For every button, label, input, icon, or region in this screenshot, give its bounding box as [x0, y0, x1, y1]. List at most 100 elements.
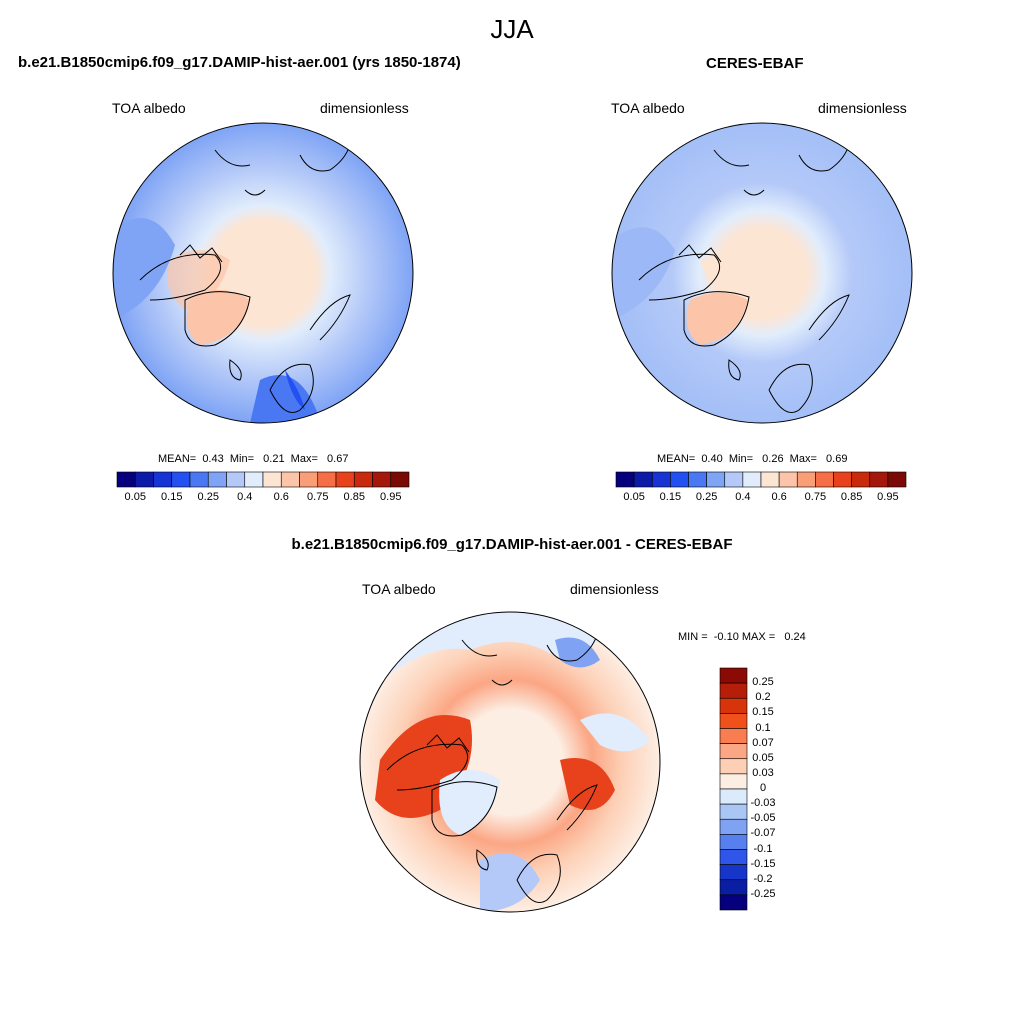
colorbar-2-label: 0.4 — [735, 491, 751, 503]
colorbar-diff-label: 0.25 — [752, 676, 774, 689]
panel-3-units: dimensionless — [570, 581, 659, 597]
colorbar-1-label: 0.15 — [161, 491, 183, 503]
map-1-coastlines — [139, 144, 351, 413]
colorbar-diff-label: 0 — [759, 782, 767, 794]
colorbar-1-swatch — [335, 471, 355, 488]
panel-1-units: dimensionless — [320, 100, 409, 116]
colorbar-diff-swatch — [719, 713, 748, 729]
colorbar-2-swatch — [615, 471, 635, 488]
colorbar-diff-swatch — [719, 803, 748, 820]
colorbar-2-swatch — [869, 471, 889, 488]
colorbar-diff-swatch — [719, 697, 748, 714]
colorbar-2-label: 0.75 — [804, 491, 827, 503]
map-1-field — [113, 123, 413, 423]
colorbar-1-swatch — [171, 471, 191, 488]
colorbar-2-swatch — [688, 471, 707, 488]
colorbar-diff-swatch — [719, 788, 748, 805]
colorbar-1-swatch — [262, 471, 282, 488]
panel-3-case-title: b.e21.B1850cmip6.f09_g17.DAMIP-hist-aer.… — [291, 536, 733, 553]
colorbar-2-swatch — [833, 471, 852, 488]
colorbar-1-label: 0.05 — [124, 491, 146, 503]
colorbar-diff-label: 0.07 — [752, 736, 774, 749]
colorbar-2-label: 0.6 — [771, 491, 787, 503]
colorbar-1-swatch — [317, 471, 337, 488]
colorbar-1-swatch — [189, 471, 209, 488]
colorbar-2-label: 0.95 — [877, 491, 899, 503]
colorbar-1-label: 0.95 — [380, 491, 402, 503]
colorbar-2-swatch — [706, 471, 726, 488]
map-1-border — [112, 122, 414, 424]
panel-2-stats: MEAN= 0.40 Min= 0.26 Max= 0.69 — [657, 453, 848, 465]
colorbar-1-swatch — [299, 471, 319, 488]
figure-title: JJA — [490, 14, 534, 44]
map-3-field — [360, 612, 660, 912]
colorbar-diff-label: 0.2 — [755, 691, 771, 704]
colorbar-2-label: 0.15 — [659, 491, 682, 503]
panel-3-stats: MIN = -0.10 MAX = 0.24 — [678, 631, 806, 643]
panel-2-variable: TOA albedo — [611, 100, 685, 116]
colorbar-diff-swatch — [719, 849, 748, 865]
colorbar-1-swatch — [116, 471, 136, 488]
map-3-border — [359, 611, 661, 913]
colorbar-1-swatch — [280, 471, 300, 488]
colorbar-diff-label: -0.15 — [750, 857, 776, 870]
colorbar-diff-label: -0.05 — [750, 812, 776, 825]
colorbar-diff-swatch — [719, 879, 748, 896]
colorbar-diff-labels: 0.25 0.2 0.15 0.1 0.07 0.05 0.03 0 -0.03 -0.05 -0.… — [750, 0, 803, 1024]
map-2-field — [612, 123, 912, 423]
colorbar-diff-label: 0.15 — [752, 706, 774, 719]
colorbar-2-label: 0.85 — [840, 491, 863, 503]
colorbar-2-label: 0.05 — [623, 491, 645, 503]
panel-1-stats: MEAN= 0.43 Min= 0.21 Max= 0.67 — [158, 453, 349, 465]
colorbar-2-swatch — [815, 471, 834, 488]
colorbar-diff-label: -0.2 — [753, 872, 773, 885]
colorbar-1-swatch — [353, 471, 373, 488]
colorbar-diff-swatch — [719, 834, 748, 850]
colorbar-1-swatch — [207, 471, 227, 488]
map-2-coastlines — [638, 144, 850, 413]
panel-1-variable: TOA albedo — [112, 100, 186, 116]
colorbar-2-swatch — [670, 471, 689, 488]
colorbar-1-swatch — [244, 471, 264, 488]
colorbar-diff-label: 0.05 — [752, 751, 774, 764]
colorbar-2-swatch — [724, 471, 744, 488]
colorbar-diff-swatch — [719, 667, 748, 684]
colorbar-diff — [719, 667, 748, 911]
colorbar-diff-label: -0.1 — [753, 842, 773, 855]
colorbar-1-swatch — [153, 471, 173, 488]
colorbar-diff-swatch — [719, 773, 748, 790]
map-3-coastlines — [386, 634, 598, 903]
colorbar-diff-swatch — [719, 818, 748, 835]
colorbar-1-label: 0.25 — [197, 491, 219, 503]
colorbar-2-swatch — [633, 471, 653, 488]
colorbar-2-swatch — [851, 471, 871, 488]
colorbar-1 — [116, 471, 410, 488]
colorbar-diff-label: 0.1 — [755, 721, 771, 734]
colorbar-2-label: 0.25 — [695, 491, 718, 503]
panel-2-units: dimensionless — [818, 100, 907, 116]
colorbar-1-swatch — [372, 471, 392, 488]
colorbar-diff-swatch — [719, 894, 748, 911]
colorbar-1-label: 0.4 — [237, 491, 253, 503]
colorbar-1-label: 0.6 — [273, 491, 289, 503]
panel-1-case-title: b.e21.B1850cmip6.f09_g17.DAMIP-hist-aer.… — [18, 54, 461, 71]
colorbar-diff-swatch — [719, 682, 748, 699]
colorbar-diff-swatch — [719, 743, 748, 760]
colorbar-diff-label: 0.03 — [752, 766, 774, 779]
map-2-border — [611, 122, 913, 424]
colorbar-1-label: 0.75 — [307, 491, 329, 503]
colorbar-diff-swatch — [719, 728, 748, 744]
colorbar-2-swatch — [887, 471, 907, 488]
colorbar-1-label: 0.85 — [343, 491, 365, 503]
panel-3-variable: TOA albedo — [362, 581, 436, 597]
panel-2-case-title: CERES-EBAF — [706, 55, 804, 72]
colorbar-2-labels: 0.05 0.15 0.25 0.4 0.6 0.75 0.85 0.95 — [0, 491, 1024, 507]
colorbar-1-swatch — [226, 471, 246, 488]
colorbar-diff-label: -0.25 — [750, 887, 776, 900]
colorbar-1-swatch — [390, 471, 410, 488]
colorbar-diff-swatch — [719, 758, 748, 775]
colorbar-diff-label: -0.03 — [750, 797, 776, 810]
colorbar-1-labels: 0.05 0.15 0.25 0.4 0.6 0.75 0.85 0.95 — [0, 491, 1024, 507]
colorbar-diff-label: -0.07 — [750, 827, 776, 840]
